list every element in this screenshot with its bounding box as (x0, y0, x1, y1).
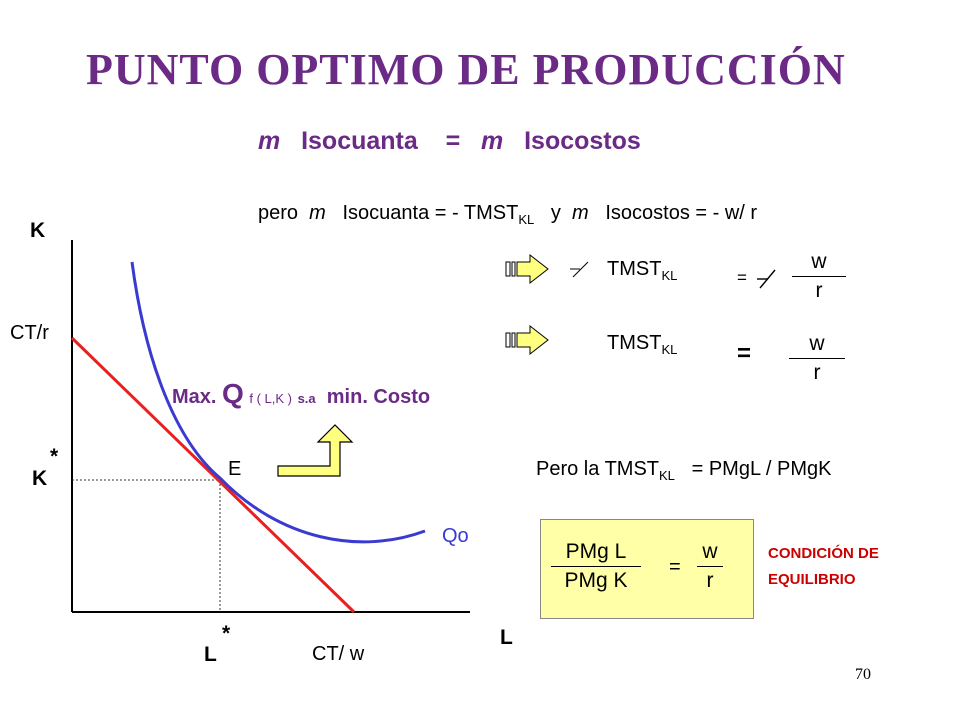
objective-statement: Max. Q f ( L,K ) s.a min. Costo (172, 378, 430, 410)
k-axis-label: K (30, 219, 46, 242)
equilibrium-condition-label: CONDICIÓN DE EQUILIBRIO (768, 545, 879, 588)
box-r-label: r (706, 569, 714, 592)
row1-denominator: r (815, 279, 823, 302)
row1-tmst-label: TMST (607, 258, 662, 280)
arrow-icon (505, 324, 549, 356)
line1-isocuanta: Isocuanta = - TMST (342, 202, 519, 224)
row1-fraction: w r (792, 250, 846, 303)
line1-pre: pero (258, 202, 299, 224)
isocost-line (70, 336, 356, 614)
row1-equals: = (737, 268, 747, 287)
slope-statement: pero m Isocuanta = - TMSTKL y m Isocosto… (258, 202, 757, 227)
row2-tmst-sub: KL (661, 342, 678, 357)
equilibrium-point-label: E (228, 458, 242, 480)
subtitle-m2: m (481, 127, 504, 155)
pmg-fraction: PMg L PMg K (551, 540, 641, 593)
subtitle-isocostos: Isocostos (524, 127, 641, 155)
isoquant-label: Qo (442, 525, 469, 547)
line1-sub: KL (518, 212, 535, 227)
equilibrium-box: PMg L PMg K = w r (540, 519, 754, 619)
fraction-bar (792, 276, 846, 277)
bent-arrow-icon (277, 424, 354, 477)
row1-tmst: TMSTKL (607, 258, 677, 283)
pmgk-label: PMg K (564, 569, 628, 592)
wr-fraction: w r (697, 540, 723, 593)
function-label: f ( L,K ) (249, 391, 292, 406)
k-star-asterisk: * (50, 445, 59, 468)
line1-m1: m (309, 202, 326, 224)
k-star-label: K (32, 467, 48, 490)
row2-equals: = (737, 340, 752, 367)
l-star-asterisk: * (222, 622, 231, 645)
fraction-bar (697, 566, 723, 567)
fraction-bar (551, 566, 641, 567)
row2-tmst-label: TMST (607, 332, 662, 354)
fraction-bar (789, 358, 845, 359)
subtitle-m1: m (258, 127, 281, 155)
row2-fraction: w r (789, 332, 845, 385)
pero-pre: Pero la TMST (536, 458, 659, 480)
min-cost-label: min. Costo (326, 386, 431, 408)
line1-isocostos: Isocostos = - w/ r (605, 202, 758, 224)
tmst-definition: Pero la TMSTKL = PMgL / PMgK (536, 458, 831, 483)
not-sign-icon (572, 261, 589, 278)
sa-label: s.a (297, 391, 316, 406)
pero-post: = PMgL / PMgK (691, 458, 832, 480)
box-w-label: w (702, 540, 718, 563)
l-star-label: L (204, 643, 217, 666)
ct-r-label: CT/r (10, 322, 49, 344)
subtitle-isocuanta: Isocuanta (301, 127, 418, 155)
page-title: PUNTO OPTIMO DE PRODUCCIÓN (86, 45, 846, 94)
arrow-icon (505, 253, 549, 285)
subtitle: m Isocuanta = m Isocostos (258, 127, 641, 156)
line1-mid: y (550, 202, 561, 224)
subtitle-equals: = (445, 127, 461, 155)
row2-numerator: w (809, 332, 825, 355)
max-label: Max. (172, 386, 217, 408)
row2-denominator: r (813, 361, 821, 384)
pero-sub: KL (659, 468, 675, 483)
l-axis-label: L (500, 626, 513, 649)
row1-tmst-sub: KL (661, 268, 678, 283)
pmgl-label: PMg L (565, 540, 627, 563)
box-equals: = (669, 556, 681, 578)
ct-w-label: CT/ w (312, 643, 365, 665)
q-label: Q (222, 378, 244, 409)
row2-tmst: TMSTKL (607, 332, 677, 357)
line1-m2: m (572, 202, 589, 224)
isoquant-curve (130, 261, 426, 544)
row1-numerator: w (811, 250, 827, 273)
page-number: 70 (855, 666, 871, 683)
